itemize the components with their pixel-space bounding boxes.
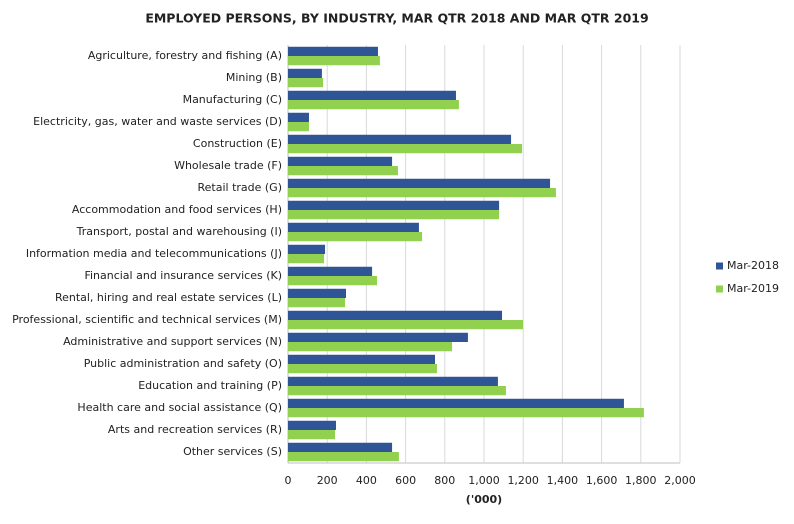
y-tick-label: Wholesale trade (F) bbox=[174, 159, 282, 172]
bar bbox=[288, 210, 500, 220]
y-tick-label: Retail trade (G) bbox=[197, 181, 282, 194]
x-tick-label: 600 bbox=[395, 474, 416, 487]
y-tick-label: Manufacturing (C) bbox=[183, 93, 282, 106]
bar bbox=[288, 398, 624, 408]
bar bbox=[288, 364, 437, 374]
bar bbox=[288, 222, 419, 232]
y-tick-label: Agriculture, forestry and fishing (A) bbox=[88, 49, 282, 62]
chart-title: EMPLOYED PERSONS, BY INDUSTRY, MAR QTR 2… bbox=[145, 11, 648, 26]
bar bbox=[288, 420, 337, 430]
x-tick-label: 400 bbox=[356, 474, 377, 487]
x-tick-label: 200 bbox=[317, 474, 338, 487]
bar bbox=[288, 266, 373, 276]
y-tick-label: Rental, hiring and real estate services … bbox=[55, 291, 282, 304]
bar bbox=[288, 122, 309, 132]
bar bbox=[288, 68, 322, 78]
bar bbox=[288, 100, 459, 110]
bar bbox=[288, 342, 453, 352]
y-tick-label: Accommodation and food services (H) bbox=[72, 203, 282, 216]
y-tick-label: Financial and insurance services (K) bbox=[84, 269, 282, 282]
y-tick-label: Public administration and safety (O) bbox=[84, 357, 282, 370]
bar bbox=[288, 332, 468, 342]
bar bbox=[288, 298, 346, 308]
bar bbox=[288, 90, 456, 100]
x-tick-label: 1,600 bbox=[586, 474, 618, 487]
legend-label: Mar-2019 bbox=[727, 282, 779, 295]
x-tick-label: 1,200 bbox=[507, 474, 539, 487]
bar bbox=[288, 188, 556, 198]
y-tick-label: Information media and telecommunications… bbox=[26, 247, 282, 260]
y-tick-label: Electricity, gas, water and waste servic… bbox=[33, 115, 282, 128]
legend-label: Mar-2018 bbox=[727, 259, 779, 272]
y-tick-label: Professional, scientific and technical s… bbox=[12, 313, 282, 326]
y-tick-label: Transport, postal and warehousing (I) bbox=[76, 225, 282, 238]
bar bbox=[288, 354, 435, 364]
bar bbox=[288, 320, 524, 330]
bar bbox=[288, 46, 378, 56]
bar bbox=[288, 310, 503, 320]
bar bbox=[288, 452, 399, 462]
x-tick-label: 1,400 bbox=[547, 474, 579, 487]
bar bbox=[288, 244, 326, 254]
bar bbox=[288, 232, 423, 242]
bar bbox=[288, 112, 309, 122]
y-tick-label: Health care and social assistance (Q) bbox=[77, 401, 282, 414]
bar bbox=[288, 254, 325, 264]
y-tick-label: Arts and recreation services (R) bbox=[108, 423, 282, 436]
bar bbox=[288, 78, 324, 88]
y-tick-label: Administrative and support services (N) bbox=[63, 335, 282, 348]
x-axis-title: ('000) bbox=[466, 493, 502, 506]
bar bbox=[288, 386, 506, 396]
y-tick-label: Mining (B) bbox=[226, 71, 282, 84]
x-tick-label: 2,000 bbox=[664, 474, 696, 487]
bar bbox=[288, 430, 336, 440]
bar bbox=[288, 408, 644, 418]
bar bbox=[288, 200, 500, 210]
bar bbox=[288, 442, 393, 452]
x-tick-label: 1,800 bbox=[625, 474, 657, 487]
bar bbox=[288, 276, 377, 286]
y-tick-label: Construction (E) bbox=[193, 137, 282, 150]
x-tick-label: 1,000 bbox=[468, 474, 500, 487]
bar bbox=[288, 166, 398, 176]
x-tick-label: 800 bbox=[434, 474, 455, 487]
bar bbox=[288, 144, 523, 154]
bar bbox=[288, 134, 512, 144]
bar bbox=[288, 56, 380, 66]
y-tick-label: Education and training (P) bbox=[138, 379, 282, 392]
legend-swatch bbox=[716, 285, 723, 293]
y-tick-label: Other services (S) bbox=[183, 445, 282, 458]
bar bbox=[288, 178, 551, 188]
legend-swatch bbox=[716, 262, 723, 270]
x-tick-label: 0 bbox=[285, 474, 292, 487]
bar bbox=[288, 376, 498, 386]
bar bbox=[288, 288, 347, 298]
bar bbox=[288, 156, 393, 166]
